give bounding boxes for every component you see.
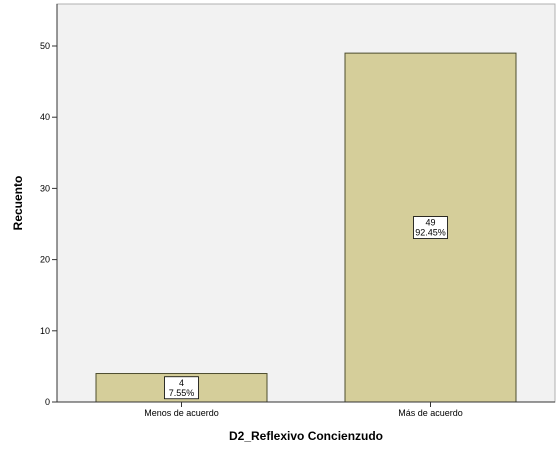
data-label-count: 49 bbox=[425, 218, 435, 228]
data-label-box bbox=[164, 376, 199, 400]
y-tick-label: 50 bbox=[40, 41, 50, 51]
x-tick-label: Menos de acuerdo bbox=[144, 408, 219, 418]
y-axis-ticks: 0 10 20 30 40 50 bbox=[40, 41, 57, 407]
x-axis-title: D2_Reflexivo Concienzudo bbox=[229, 429, 383, 443]
x-tick-label: Más de acuerdo bbox=[398, 408, 463, 418]
data-label-count: 4 bbox=[179, 378, 184, 388]
y-axis-title: Recuento bbox=[11, 176, 25, 231]
data-label-box bbox=[413, 216, 448, 239]
y-tick-label: 20 bbox=[40, 255, 50, 265]
y-tick-label: 0 bbox=[45, 397, 50, 407]
data-label-percent: 7.55% bbox=[169, 388, 195, 398]
y-tick-label: 40 bbox=[40, 112, 50, 122]
y-tick-label: 10 bbox=[40, 326, 50, 336]
y-tick-label: 30 bbox=[40, 183, 50, 193]
data-label-percent: 92.45% bbox=[415, 228, 446, 238]
x-axis-ticks: Menos de acuerdo Más de acuerdo bbox=[144, 402, 463, 418]
